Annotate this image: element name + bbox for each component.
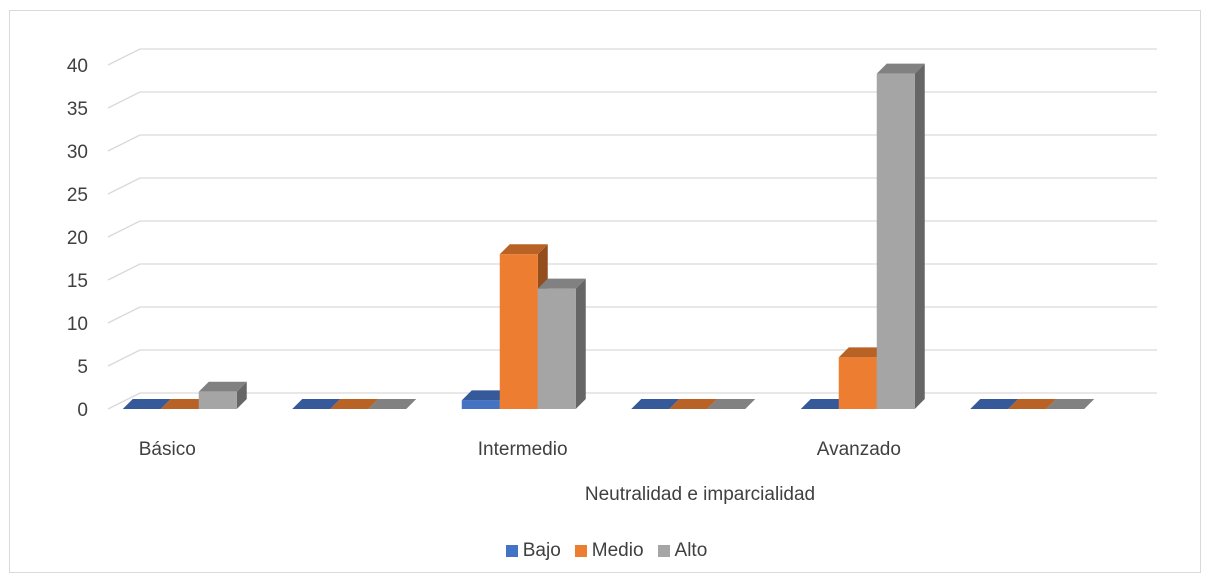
gridline-depth (107, 306, 141, 324)
legend-item-bajo: Bajo (505, 540, 561, 562)
legend: Bajo Medio Alto (0, 539, 1213, 563)
bar-top (292, 399, 341, 409)
x-tick-label: Avanzado (817, 439, 901, 460)
chart-frame (9, 10, 1201, 573)
gridline-depth (107, 48, 141, 66)
bar-top (461, 390, 510, 401)
bar-top (122, 399, 171, 409)
bar-front (198, 391, 237, 409)
legend-swatch (657, 545, 670, 557)
legend-item-medio: Medio (574, 540, 644, 562)
bar-side (575, 278, 586, 409)
bars (122, 63, 1095, 409)
legend-swatch (505, 545, 518, 557)
gridline-depth (107, 91, 141, 109)
x-tick-label: Intermedio (478, 439, 568, 460)
bar-top (876, 63, 925, 74)
x-axis-categories: Básico Intermedio Avanzado (139, 439, 901, 460)
bar-top (707, 399, 756, 409)
bar-front (838, 357, 877, 409)
bar-top (330, 399, 379, 409)
bar-front (537, 288, 576, 409)
bar-front (499, 254, 538, 409)
bar-alto (876, 63, 925, 409)
bar-top (198, 381, 247, 392)
legend-item-alto: Alto (657, 540, 708, 562)
bar-side (236, 381, 247, 409)
y-tick-label: 25 (67, 185, 88, 206)
x-axis-title: Neutralidad e imparcialidad (585, 484, 815, 505)
y-tick-label: 5 (77, 357, 88, 378)
y-tick-label: 10 (67, 314, 88, 335)
bar-medio (1008, 399, 1057, 409)
gridline-depth (107, 392, 141, 410)
bar-medio (330, 399, 379, 409)
bar-front (876, 73, 915, 409)
legend-label: Alto (674, 540, 708, 561)
bar-alto (537, 278, 586, 409)
bar-alto (198, 381, 247, 409)
bar-top (537, 278, 586, 289)
bar-bajo (292, 399, 341, 409)
y-tick-label: 15 (67, 271, 88, 292)
bar-alto (368, 399, 417, 409)
bar-top (669, 399, 718, 409)
bar-front (461, 400, 500, 409)
bar-top (368, 399, 417, 409)
gridline-depth (107, 263, 141, 281)
chart-plot: 0 5 10 15 20 25 30 35 40 Básico Intermedio Avanzad… (67, 48, 1157, 505)
bar-bajo (800, 399, 849, 409)
bar-top (631, 399, 680, 409)
bar-top (499, 244, 548, 255)
bar-medio (669, 399, 718, 409)
x-tick-label: Básico (139, 439, 196, 460)
gridline-depth (107, 177, 141, 195)
y-tick-label: 0 (77, 400, 88, 421)
gridlines (107, 48, 1157, 410)
bar-top (1046, 399, 1095, 409)
bar-bajo (631, 399, 680, 409)
bar-side (914, 63, 925, 409)
bar-alto (1046, 399, 1095, 409)
bar-top (970, 399, 1019, 409)
y-tick-label: 35 (67, 99, 88, 120)
bar-top (160, 399, 209, 409)
bar-medio (160, 399, 209, 409)
gridline-depth (107, 349, 141, 367)
y-tick-label: 40 (67, 56, 88, 77)
y-axis-ticks: 0 5 10 15 20 25 30 35 40 (67, 56, 88, 421)
bar-top (1008, 399, 1057, 409)
bar-top (838, 347, 887, 358)
y-tick-label: 30 (67, 142, 88, 163)
y-tick-label: 20 (67, 228, 88, 249)
bar-alto (707, 399, 756, 409)
bar-bajo (970, 399, 1019, 409)
legend-label: Bajo (522, 540, 561, 561)
gridline-depth (107, 220, 141, 238)
legend-swatch (574, 545, 587, 557)
bar-top (800, 399, 849, 409)
bar-bajo (122, 399, 171, 409)
gridline-depth (107, 134, 141, 152)
legend-label: Medio (591, 540, 644, 561)
